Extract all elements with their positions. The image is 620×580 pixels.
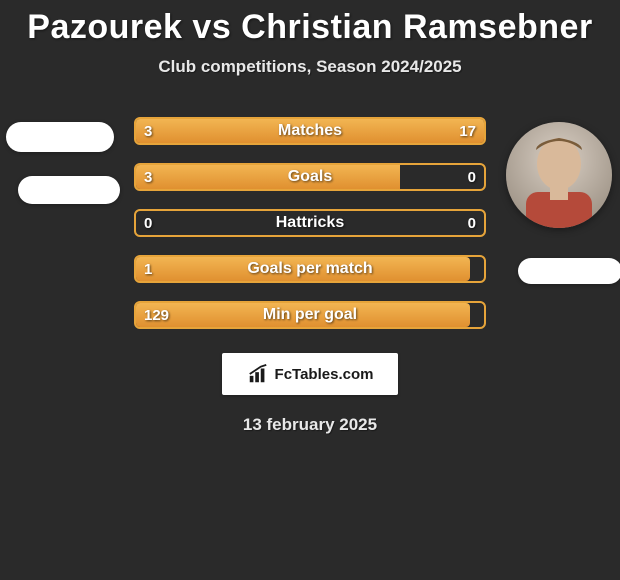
bar-fill-left bbox=[136, 257, 470, 281]
branding-badge: FcTables.com bbox=[222, 353, 398, 395]
chart-icon bbox=[247, 363, 269, 385]
player-left-pill-2 bbox=[18, 176, 120, 204]
stat-bars: 317Matches 30Goals 00Hattricks 1Goals per m… bbox=[134, 117, 486, 329]
branding-text: FcTables.com bbox=[275, 366, 374, 383]
avatar-placeholder-icon bbox=[506, 122, 612, 228]
bar-fill-left bbox=[136, 165, 400, 189]
stat-row: 30Goals bbox=[134, 163, 486, 191]
player-right-avatar bbox=[506, 122, 612, 228]
player-left-pill-1 bbox=[6, 122, 114, 152]
bar-fill-left bbox=[136, 119, 189, 143]
date-text: 13 february 2025 bbox=[0, 415, 620, 435]
stat-row: 317Matches bbox=[134, 117, 486, 145]
comparison-card: Pazourek vs Christian Ramsebner Club com… bbox=[0, 0, 620, 580]
bar-track bbox=[134, 209, 486, 237]
stat-row: 00Hattricks bbox=[134, 209, 486, 237]
stat-row: 129Min per goal bbox=[134, 301, 486, 329]
stat-row: 1Goals per match bbox=[134, 255, 486, 283]
bar-fill-left bbox=[136, 303, 470, 327]
player-right-pill-1 bbox=[518, 258, 620, 284]
bar-fill-right bbox=[185, 119, 484, 143]
title: Pazourek vs Christian Ramsebner bbox=[0, 8, 620, 47]
subtitle: Club competitions, Season 2024/2025 bbox=[0, 57, 620, 77]
